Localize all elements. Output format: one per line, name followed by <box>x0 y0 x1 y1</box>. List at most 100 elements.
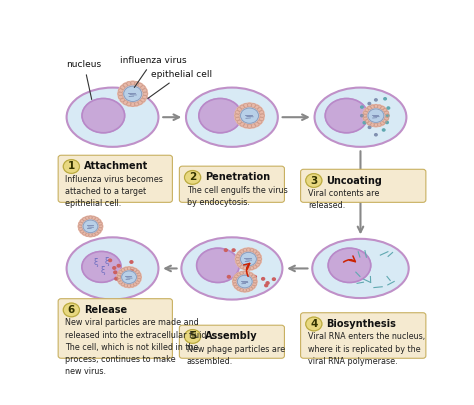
Circle shape <box>374 99 377 101</box>
Circle shape <box>184 171 201 184</box>
Circle shape <box>255 252 259 255</box>
Circle shape <box>117 267 141 288</box>
Circle shape <box>85 233 89 236</box>
Circle shape <box>377 105 381 109</box>
Circle shape <box>130 270 133 273</box>
FancyBboxPatch shape <box>58 155 173 202</box>
Circle shape <box>365 119 369 123</box>
Text: Release: Release <box>84 305 127 315</box>
Circle shape <box>136 281 139 284</box>
Circle shape <box>253 283 256 286</box>
Circle shape <box>138 83 142 87</box>
Circle shape <box>253 265 257 269</box>
Circle shape <box>117 276 120 279</box>
Text: Viral contents are
released.: Viral contents are released. <box>308 189 379 210</box>
Ellipse shape <box>186 87 278 147</box>
Ellipse shape <box>182 237 283 300</box>
Circle shape <box>257 120 262 124</box>
Circle shape <box>141 98 145 102</box>
Circle shape <box>120 86 125 90</box>
Circle shape <box>385 114 389 117</box>
Circle shape <box>123 83 128 87</box>
Circle shape <box>246 288 250 292</box>
Circle shape <box>255 122 259 126</box>
Ellipse shape <box>328 248 371 283</box>
Circle shape <box>236 117 240 121</box>
Circle shape <box>371 123 374 126</box>
Circle shape <box>127 102 131 106</box>
Text: 1: 1 <box>68 162 75 171</box>
Circle shape <box>246 248 250 252</box>
Circle shape <box>133 269 137 272</box>
Circle shape <box>97 230 100 233</box>
Circle shape <box>118 92 122 96</box>
Circle shape <box>124 86 142 101</box>
Circle shape <box>306 174 322 188</box>
Circle shape <box>236 254 240 258</box>
Circle shape <box>120 98 125 102</box>
Circle shape <box>141 86 145 90</box>
Circle shape <box>78 216 102 237</box>
Text: Viral RNA enters the nucleus,
where it is replicated by the
viral RNA polymerase: Viral RNA enters the nucleus, where it i… <box>308 333 425 366</box>
Circle shape <box>143 92 147 96</box>
Circle shape <box>237 287 241 290</box>
Text: influenza virus: influenza virus <box>120 55 186 87</box>
Circle shape <box>251 275 255 278</box>
Ellipse shape <box>82 98 125 133</box>
Ellipse shape <box>312 239 409 298</box>
Circle shape <box>224 249 228 252</box>
Circle shape <box>228 275 230 278</box>
Circle shape <box>257 254 261 258</box>
Circle shape <box>79 222 82 225</box>
Circle shape <box>113 267 116 269</box>
Circle shape <box>121 283 125 286</box>
Circle shape <box>240 252 256 266</box>
Circle shape <box>368 126 371 128</box>
Circle shape <box>368 109 384 122</box>
Ellipse shape <box>199 98 241 133</box>
Circle shape <box>253 250 257 253</box>
Circle shape <box>246 267 250 270</box>
Circle shape <box>235 275 238 278</box>
Circle shape <box>138 100 142 104</box>
Circle shape <box>257 260 261 264</box>
Circle shape <box>127 82 131 85</box>
Circle shape <box>383 129 385 131</box>
Circle shape <box>130 261 133 263</box>
Circle shape <box>99 228 102 230</box>
Circle shape <box>387 107 390 109</box>
Text: ξ: ξ <box>94 258 98 267</box>
Text: 3: 3 <box>310 175 318 185</box>
Ellipse shape <box>82 252 121 282</box>
Circle shape <box>249 287 253 290</box>
Circle shape <box>384 98 386 100</box>
Circle shape <box>243 249 247 252</box>
Circle shape <box>64 160 80 173</box>
Circle shape <box>381 122 384 125</box>
Ellipse shape <box>66 87 158 147</box>
Circle shape <box>79 228 82 230</box>
Circle shape <box>246 272 250 275</box>
Text: Uncoating: Uncoating <box>326 175 382 185</box>
Circle shape <box>240 288 244 292</box>
Circle shape <box>371 105 374 109</box>
Circle shape <box>266 282 269 284</box>
Text: The cell engulfs the virus
by endocytosis.: The cell engulfs the virus by endocytosi… <box>187 186 287 207</box>
Circle shape <box>118 95 123 99</box>
Circle shape <box>118 278 121 281</box>
Circle shape <box>259 117 264 121</box>
Text: epithelial cell: epithelial cell <box>148 70 212 98</box>
Circle shape <box>247 124 252 128</box>
Circle shape <box>237 120 242 124</box>
Circle shape <box>240 122 245 126</box>
Circle shape <box>232 249 235 252</box>
Circle shape <box>123 100 128 104</box>
Circle shape <box>95 218 99 221</box>
Circle shape <box>85 217 89 220</box>
Text: 4: 4 <box>310 319 318 329</box>
Ellipse shape <box>197 248 239 283</box>
Circle shape <box>265 284 268 287</box>
Circle shape <box>235 285 238 288</box>
Circle shape <box>115 277 118 280</box>
Circle shape <box>257 260 260 263</box>
